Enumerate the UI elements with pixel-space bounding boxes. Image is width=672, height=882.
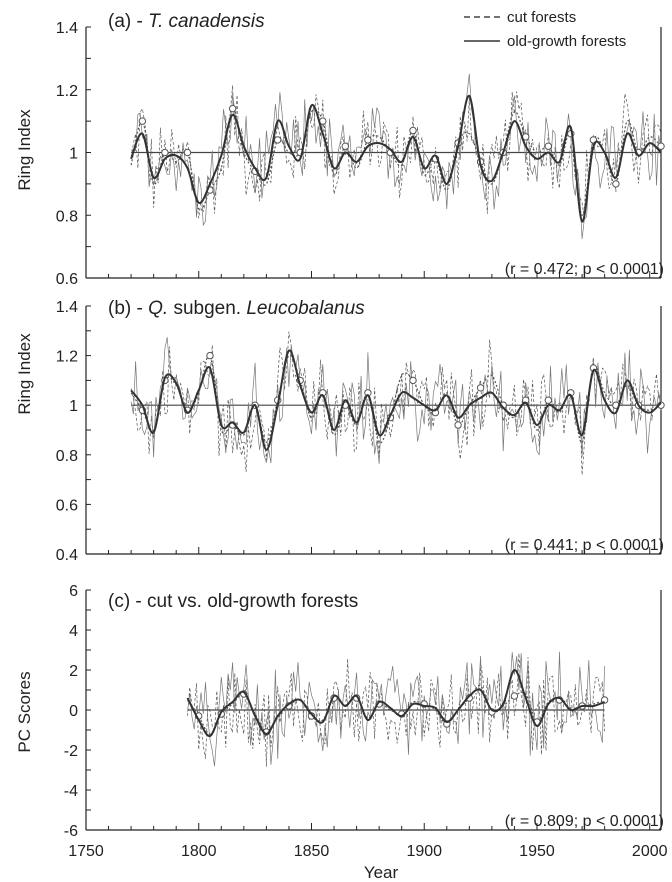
- panel-b-title-middle: subgen.: [168, 298, 246, 319]
- legend: cut forests old-growth forests: [464, 9, 626, 50]
- panel-a-cut-point: [274, 136, 282, 144]
- panel-b-cut-point: [454, 421, 462, 429]
- panel-a-stat: (r = 0.472; p < 0.0001): [505, 261, 664, 278]
- panel-b-y-tick-label: 1.2: [56, 349, 78, 366]
- panel-a-cut-point: [183, 148, 192, 157]
- x-tick-label: 1950: [519, 843, 555, 860]
- panel-a-cut-point: [544, 142, 552, 150]
- legend-cut-label: cut forests: [507, 9, 576, 26]
- panel-a-y-tick-label: 1.2: [56, 83, 78, 100]
- panel-b-cut-point: [476, 384, 485, 392]
- panel-a-y-tick-label: 1.4: [56, 20, 78, 37]
- panel-a-title: (a) - T. canadensis: [108, 11, 265, 32]
- panel-a-cut-point: [138, 117, 147, 125]
- panel-b: Ring Index (b) - Q. subgen. Leucobalanus…: [15, 298, 665, 564]
- panel-c-y-tick-label: 6: [69, 583, 78, 600]
- panel-a-cut-point: [657, 142, 665, 150]
- panel-b-y-tick-label: 0.4: [56, 547, 78, 564]
- panel-c-y-tick-label: 2: [69, 663, 78, 680]
- panel-b-stat: (r = 0.441; p < 0.0001): [505, 537, 664, 554]
- panel-c-y-tick-label: -6: [64, 823, 78, 840]
- panel-a-smooth-cut-line: [130, 107, 662, 216]
- panel-c-y-tick-label: 0: [69, 703, 78, 720]
- x-tick-label: 1850: [294, 843, 330, 860]
- panel-b-y-tick-label: 0.8: [56, 448, 78, 465]
- panel-b-title-genus: Q.: [148, 298, 168, 319]
- panel-a-y-tick-label: 0.8: [56, 208, 78, 225]
- panel-b-y-tick-label: 1.4: [56, 299, 78, 316]
- panel-c-ylabel: PC Scores: [15, 671, 34, 752]
- x-tick-label: 1750: [68, 843, 104, 860]
- panel-a-cut-point: [612, 180, 620, 188]
- panel-b-cut-point: [206, 351, 214, 360]
- panel-b-title-subgenus: Leucobalanus: [246, 298, 365, 319]
- x-axis-label: Year: [364, 863, 399, 882]
- panel-a-title-species: T. canadensis: [148, 11, 265, 32]
- panel-c-annual-cut-line: [187, 653, 605, 767]
- panel-a-label: (a) -: [108, 11, 148, 32]
- panel-a-cut-point: [364, 136, 372, 144]
- panel-b-label: (b) -: [108, 298, 148, 319]
- panel-c-y-tick-label: 4: [69, 623, 78, 640]
- panel-b-ylabel: Ring Index: [15, 333, 34, 415]
- panel-a-annual-cut-line: [130, 85, 662, 220]
- panel-c-y-tick-label: -4: [64, 783, 78, 800]
- panel-a-y-tick-label: 0.6: [56, 271, 78, 288]
- panel-c-stat: (r = 0.809; p < 0.0001): [505, 813, 664, 830]
- panel-a-cut-point: [409, 126, 417, 135]
- x-tick-label: 1800: [181, 843, 217, 860]
- panel-a-cut-point: [341, 142, 349, 150]
- panel-a-smooth-old-line: [130, 94, 662, 223]
- legend-old-label: old-growth forests: [507, 33, 626, 50]
- panel-a-annual-old-line: [130, 73, 662, 239]
- panel-c-title: (c) - cut vs. old-growth forests: [108, 591, 358, 612]
- panel-a-cut-point: [161, 148, 169, 157]
- panel-c-annual-old-line: [187, 651, 605, 767]
- panel-a: Ring Index (a) - T. canadensis (r = 0.47…: [15, 9, 665, 288]
- panel-b-y-tick-label: 0.6: [56, 497, 78, 514]
- x-tick-label: 2000: [632, 843, 668, 860]
- x-tick-label: 1900: [406, 843, 442, 860]
- panel-a-cut-point: [228, 104, 237, 113]
- panel-c-cut-point: [510, 692, 519, 700]
- panel-b-smooth-old-line: [130, 349, 662, 451]
- panel-b-title: (b) - Q. subgen. Leucobalanus: [108, 298, 365, 319]
- panel-b-cut-point: [544, 396, 552, 404]
- panel-b-cut-point: [409, 376, 417, 385]
- panel-b-y-tick-label: 1: [69, 398, 78, 415]
- panel-c-smooth-old-line: [186, 669, 605, 738]
- panel-a-y-tick-label: 1: [69, 146, 78, 163]
- panel-c: PC Scores (c) - cut vs. old-growth fores…: [15, 583, 668, 882]
- panel-c-y-tick-label: -2: [64, 743, 78, 760]
- panel-a-ylabel: Ring Index: [15, 109, 34, 191]
